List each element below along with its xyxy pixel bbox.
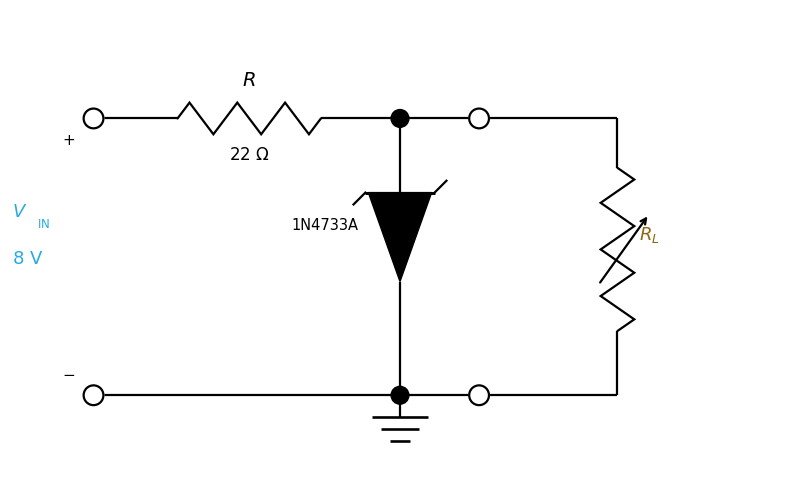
Circle shape [84, 109, 104, 129]
Text: $8\ \mathrm{V}$: $8\ \mathrm{V}$ [13, 250, 44, 268]
Text: −: − [62, 368, 75, 383]
Text: $R_L$: $R_L$ [639, 225, 660, 244]
Text: 1N4733A: 1N4733A [291, 218, 358, 233]
Circle shape [391, 386, 409, 404]
Text: $\mathrm{IN}$: $\mathrm{IN}$ [38, 218, 50, 231]
Text: $22\ \Omega$: $22\ \Omega$ [229, 146, 270, 164]
Circle shape [469, 109, 489, 129]
Circle shape [469, 385, 489, 405]
Text: $R$: $R$ [243, 72, 256, 91]
Circle shape [84, 385, 104, 405]
Text: $V$: $V$ [13, 204, 28, 222]
Polygon shape [369, 192, 432, 281]
Circle shape [391, 110, 409, 127]
Text: +: + [62, 132, 75, 148]
